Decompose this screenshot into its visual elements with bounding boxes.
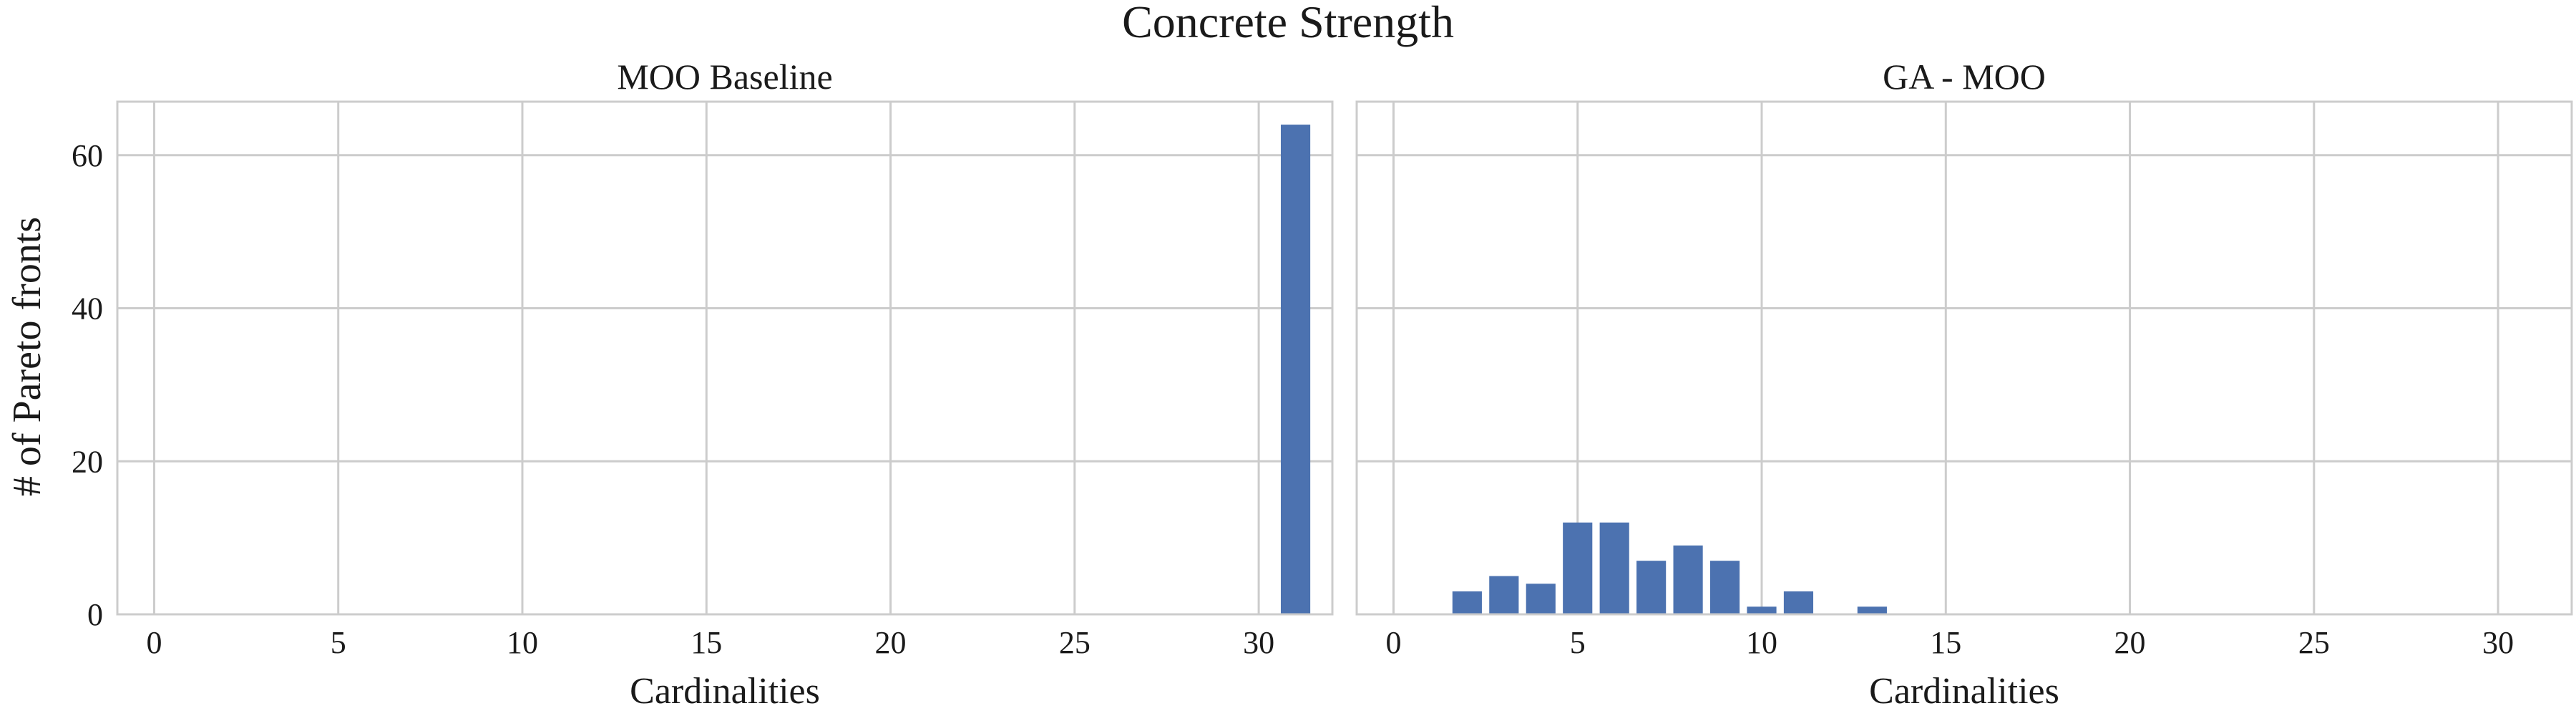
- panel-moo-baseline: MOO Baseline Cardinalities 0 5 10 15 20 25 300…: [72, 57, 1334, 712]
- x-tick-label: 0: [1385, 625, 1401, 660]
- x-tick-label: 25: [1059, 625, 1091, 660]
- bar: [1783, 591, 1814, 614]
- bar: [1489, 576, 1519, 614]
- bar: [1747, 606, 1777, 614]
- x-tick-label: 10: [507, 625, 538, 660]
- plot-frame: [1355, 100, 2573, 616]
- bar: [1563, 522, 1593, 614]
- y-tick-label: 20: [72, 444, 103, 479]
- tick-labels: 0 5 10 15 20 25 30: [1385, 625, 2514, 660]
- plot-frame: [116, 100, 1334, 616]
- bar: [1636, 561, 1667, 614]
- panel-title: MOO Baseline: [617, 57, 832, 97]
- x-tick-label: 15: [1930, 625, 1961, 660]
- x-axis-label: Cardinalities: [1869, 671, 2059, 712]
- x-tick-label: 5: [331, 625, 346, 660]
- y-axis-label: # of Pareto fronts: [5, 217, 49, 496]
- y-tick-label: 60: [72, 138, 103, 173]
- bar: [1599, 522, 1629, 614]
- figure-title: Concrete Strength: [1122, 0, 1454, 47]
- bar: [1452, 591, 1482, 614]
- bar: [1673, 545, 1703, 614]
- x-tick-label: 30: [1243, 625, 1274, 660]
- x-tick-label: 30: [2482, 625, 2514, 660]
- tick-labels: 0 5 10 15 20 25 30 0 20 40 60: [72, 138, 1274, 660]
- x-tick-label: 5: [1570, 625, 1586, 660]
- bar: [1709, 561, 1740, 614]
- bar: [1526, 584, 1556, 614]
- gridlines: [1357, 102, 2572, 616]
- panel-title: GA - MOO: [1883, 57, 2046, 97]
- x-tick-label: 15: [691, 625, 722, 660]
- bar: [1280, 125, 1311, 615]
- panel-ga-moo: GA - MOO Cardinalities 0 5 10 15 20 25 30: [1355, 57, 2573, 712]
- y-tick-label: 0: [87, 597, 103, 632]
- bars: [1452, 522, 1887, 614]
- bars: [1280, 125, 1311, 615]
- x-axis-label: Cardinalities: [630, 671, 820, 712]
- x-tick-label: 0: [146, 625, 162, 660]
- x-tick-label: 10: [1746, 625, 1777, 660]
- y-tick-label: 40: [72, 291, 103, 326]
- x-tick-label: 20: [875, 625, 907, 660]
- bar: [1857, 606, 1887, 614]
- x-tick-label: 25: [2298, 625, 2330, 660]
- gridlines: [117, 102, 1332, 616]
- x-tick-label: 20: [2114, 625, 2146, 660]
